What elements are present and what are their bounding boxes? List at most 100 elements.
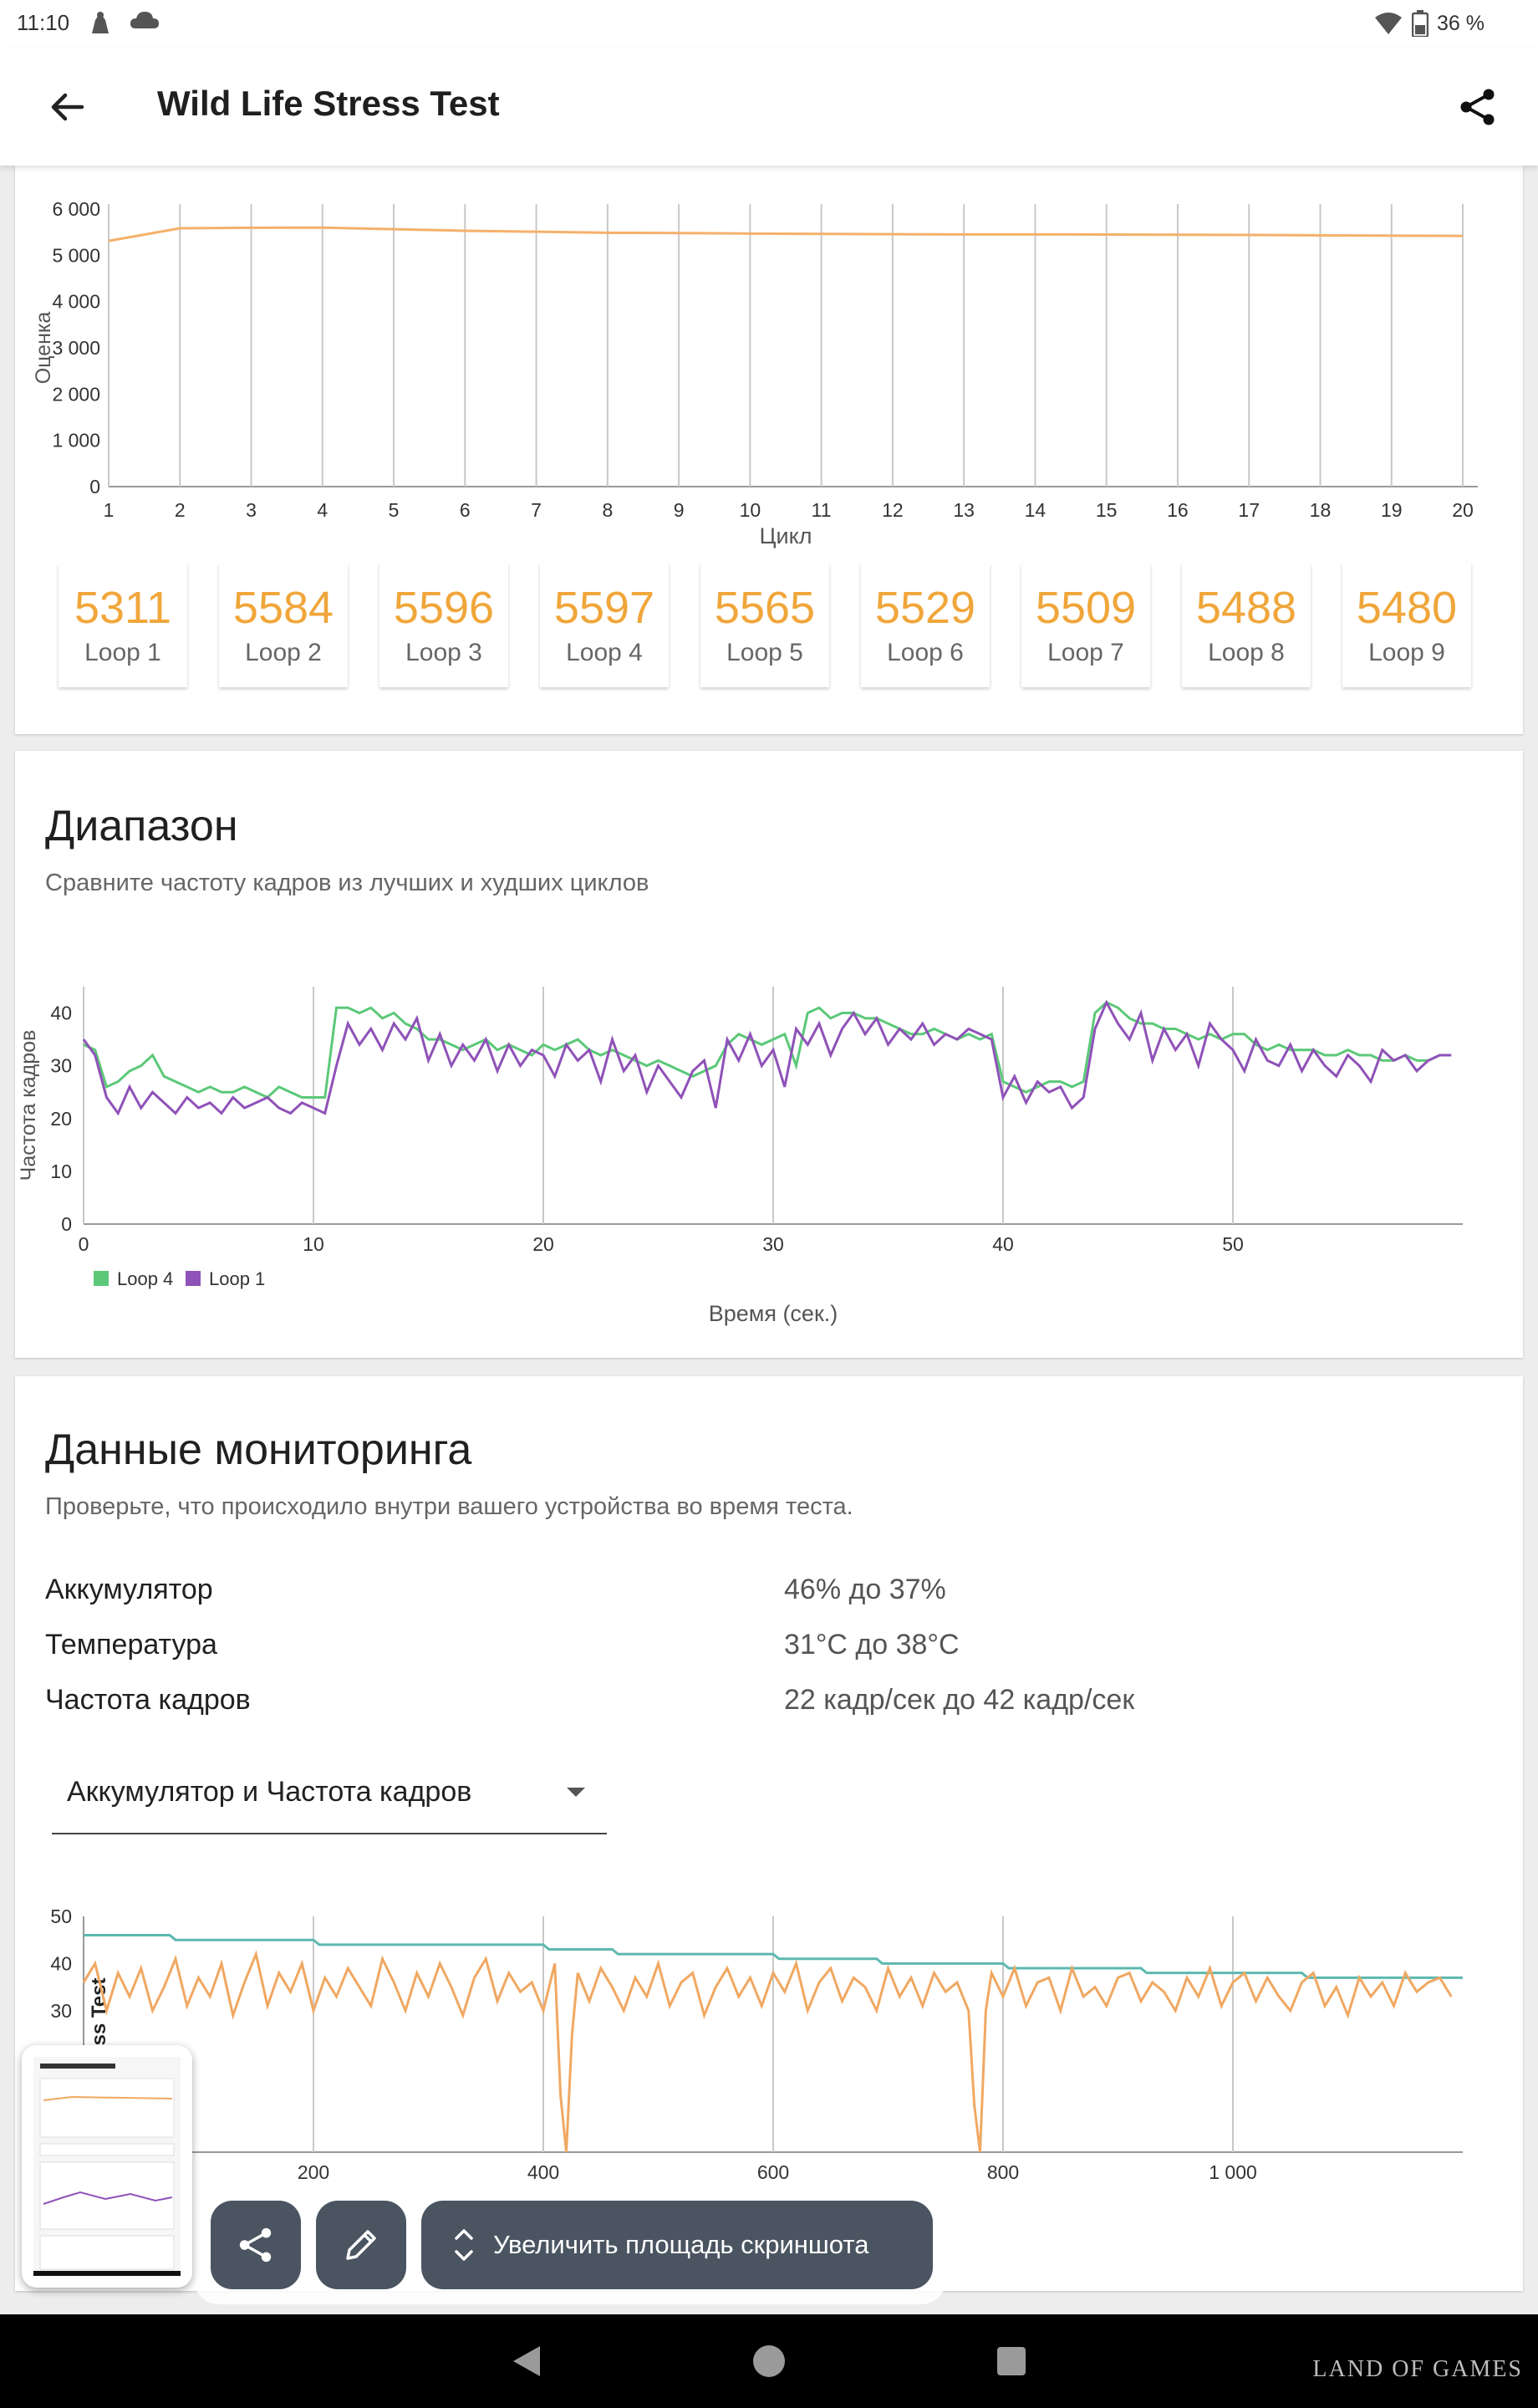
loop-label: Loop 7 [1047,639,1124,666]
legend-label: Loop 4 [117,1268,173,1289]
loop-score-tile: 5565 Loop 5 [700,564,829,687]
x-tick-label: 16 [1167,499,1189,521]
x-tick-label: 13 [953,499,975,521]
x-tick-label: 40 [992,1233,1014,1255]
nav-back-icon[interactable] [508,2343,545,2380]
x-tick-label: 6 [460,499,471,521]
loop-score-value: 5584 [232,583,334,633]
y-axis-label: Оценка [32,312,55,385]
x-tick-label: 10 [303,1233,324,1255]
loop-score-tile: 5596 Loop 3 [379,564,508,687]
y-tick-label: 2 000 [52,383,100,405]
monitoring-value: 46% до 37% [784,1574,946,1605]
x-tick-label: 20 [1452,499,1474,521]
expand-vertical-icon [455,2229,473,2261]
loop-score-value: 5565 [714,583,816,633]
y-tick-label: 40 [50,1002,72,1024]
dropdown-arrow-icon [567,1788,585,1797]
screenshot-preview-icon [33,2057,181,2276]
range-subtitle: Сравните частоту кадров из лучших и худш… [45,870,649,896]
x-tick-label: 2 [175,499,186,521]
pencil-icon [346,2230,376,2260]
monitoring-title: Данные мониторинга [45,1426,472,1474]
app-bar: Wild Life Stress Test [0,48,1538,166]
incognito-icon [92,12,109,33]
loop-score-value: 5311 [74,583,172,633]
loop-score-tile: 5509 Loop 7 [1021,564,1150,687]
x-tick-label: 200 [298,2161,329,2183]
nav-recents-icon[interactable] [995,2344,1028,2378]
y-tick-label: 50 [50,1905,72,1927]
range-chart: 0 10 20 30 40 50 0 10 20 30 40 Частота кадров Время … [17,987,1463,1326]
y-tick-label: 0 [89,476,100,497]
screenshot-thumbnail[interactable] [22,2045,192,2288]
legend-label: Loop 1 [209,1268,265,1289]
screenshot-edit-button[interactable] [316,2201,406,2289]
x-tick-label: 3 [246,499,257,521]
loop-score-value: 5597 [553,583,655,633]
status-bar: 11:10 36 % [0,0,1538,48]
range-card: Диапазон Сравните частоту кадров из лучш… [15,751,1523,1358]
x-tick-label: 1 [104,499,115,521]
loop-score-tile: 5480 Loop 9 [1342,564,1471,687]
chart-selector-dropdown[interactable]: Аккумулятор и Частота кадров [52,1758,607,1834]
loop-score-tile: 5311 Loop 1 [59,564,187,687]
y-tick-label: 10 [50,1161,72,1182]
back-arrow-icon [51,93,84,121]
x-tick-label: 20 [532,1233,554,1255]
y-tick-label: 6 000 [52,198,100,220]
score-card: 1 2 3 4 5 6 7 8 9 10 11 12 13 14 15 16 17 18 19 20 0 1 000 2 0… [15,166,1523,734]
loop-score-tile: 5597 Loop 4 [540,564,669,687]
y-tick-label: 30 [50,1055,72,1077]
x-tick-label: 14 [1025,499,1047,521]
x-axis-label: Цикл [760,523,812,548]
share-icon [1460,89,1495,125]
x-tick-label: 18 [1310,499,1332,521]
loop-score-tile: 5488 Loop 8 [1182,564,1311,687]
score-series-line [108,226,1464,242]
legend-swatch [186,1271,201,1286]
loop-label: Loop 6 [887,639,964,666]
cloud-icon [130,12,159,28]
legend-swatch [94,1271,109,1286]
y-tick-label: 4 000 [52,291,100,313]
x-tick-label: 9 [674,499,685,521]
x-tick-label: 10 [740,499,761,521]
x-tick-label: 400 [527,2161,559,2183]
monitoring-value: 22 кадр/сек до 42 кадр/сек [784,1684,1135,1716]
back-button[interactable] [42,82,92,132]
y-tick-label: 3 000 [52,337,100,359]
monitoring-label: Температура [45,1629,217,1661]
x-tick-label: 15 [1096,499,1118,521]
loop-score-value: 5488 [1195,583,1297,633]
x-axis-label: Время (сек.) [709,1301,838,1326]
x-tick-label: 12 [882,499,904,521]
nav-home-icon[interactable] [751,2343,787,2380]
battery-level: 36 % [1437,11,1485,35]
page-title: Wild Life Stress Test [157,84,500,123]
wifi-icon [1375,13,1403,34]
loop-score-value: 5509 [1035,583,1137,633]
expand-screenshot-label: Увеличить площадь скриншота [493,2230,869,2259]
y-tick-label: 0 [61,1213,72,1235]
navigation-bar [0,2314,1538,2408]
y-tick-label: 20 [50,1108,72,1130]
x-tick-label: 800 [987,2161,1019,2183]
share-button[interactable] [1451,80,1505,134]
loop-label: Loop 1 [84,639,161,666]
screenshot-share-button[interactable] [211,2201,301,2289]
battery-series-line [84,1934,1463,1979]
x-tick-label: 11 [812,499,832,521]
share-icon [239,2227,272,2263]
expand-screenshot-button[interactable]: Увеличить площадь скриншота [421,2201,933,2289]
x-tick-label: 5 [389,499,400,521]
watermark: LAND OF GAMES [1312,2356,1523,2382]
loop-label: Loop 9 [1368,639,1445,666]
x-tick-label: 4 [317,499,328,521]
monitoring-subtitle: Проверьте, что происходило внутри вашего… [45,1493,853,1520]
monitoring-label: Аккумулятор [45,1574,213,1605]
x-tick-label: 0 [79,1233,89,1255]
range-title: Диапазон [45,802,238,850]
dropdown-selected-value: Аккумулятор и Частота кадров [67,1776,472,1808]
